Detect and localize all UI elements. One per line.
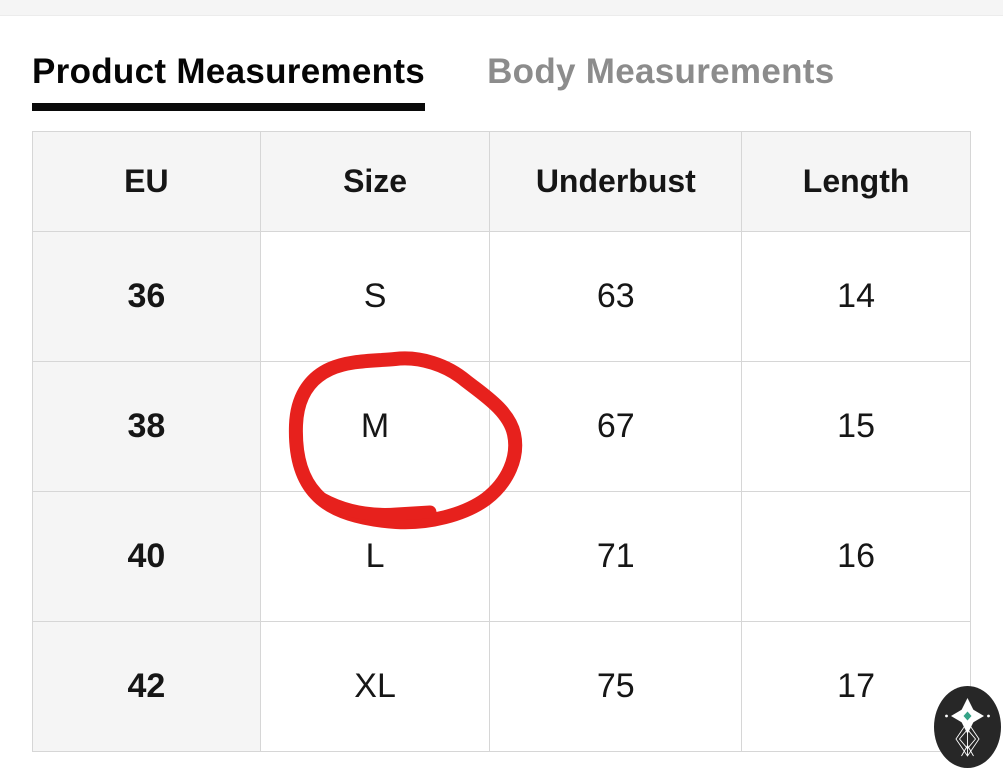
column-header-size: Size: [259, 131, 491, 232]
tab-product-measurements[interactable]: Product Measurements: [32, 52, 426, 111]
table-cell: 38: [32, 361, 261, 492]
tab-body-measurements[interactable]: Body Measurements: [487, 52, 835, 91]
table-cell: 40: [32, 491, 261, 622]
table-cell: 67: [489, 361, 743, 492]
table-cell: XL: [259, 621, 491, 752]
table-row: 38 M 67 15: [32, 361, 971, 492]
table-cell: 14: [741, 231, 971, 362]
table-cell: 63: [489, 231, 743, 362]
column-header-eu: EU: [32, 131, 261, 232]
table-cell: 71: [489, 491, 743, 622]
table-row: 36 S 63 14: [32, 231, 971, 362]
table-cell: 36: [32, 231, 261, 362]
table-cell: 15: [741, 361, 971, 492]
table-cell: 16: [741, 491, 971, 622]
table-cell: S: [259, 231, 491, 362]
table-row: 42 XL 75 17: [32, 621, 971, 752]
brand-logo-watermark: [934, 686, 1001, 768]
column-header-underbust: Underbust: [489, 131, 743, 232]
top-strip: [0, 0, 1003, 16]
flower-diamond-icon: [945, 698, 990, 734]
table-cell: 42: [32, 621, 261, 752]
size-chart-table: EU Size Underbust Length 36 S 63 14 38 M…: [32, 131, 971, 752]
column-header-length: Length: [741, 131, 971, 232]
table-cell: 75: [489, 621, 743, 752]
table-cell-size-m-circled: M: [259, 361, 491, 492]
diamond-monogram-icon: [955, 721, 980, 757]
table-cell: 17: [741, 621, 971, 752]
table-cell: L: [259, 491, 491, 622]
table-header-row: EU Size Underbust Length: [32, 131, 971, 232]
measurement-tabs: Product Measurements Body Measurements: [32, 52, 835, 111]
table-row: 40 L 71 16: [32, 491, 971, 622]
